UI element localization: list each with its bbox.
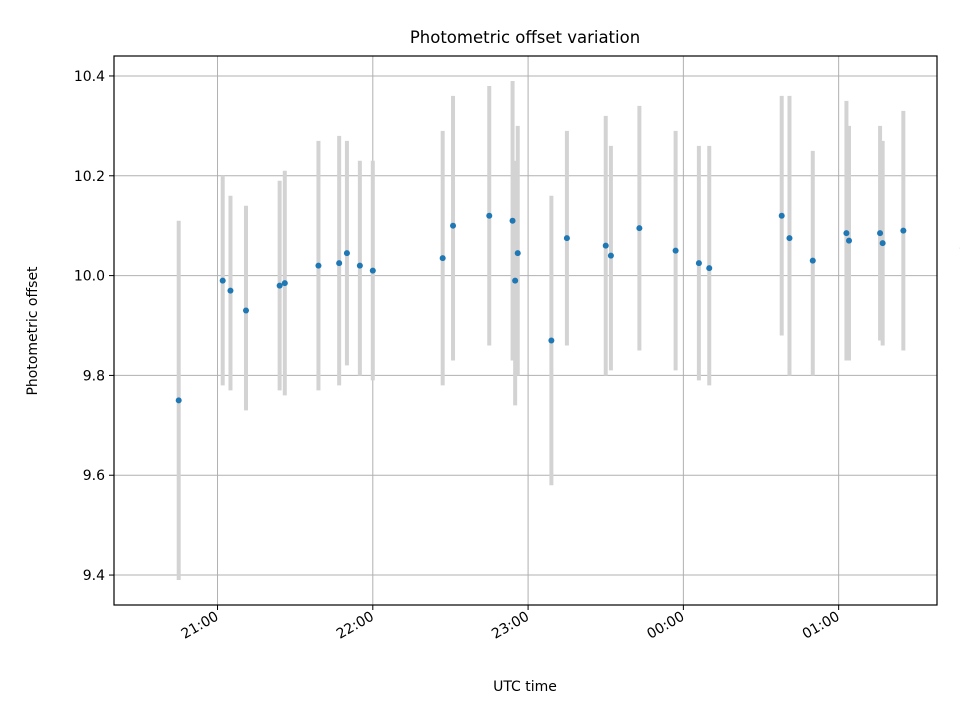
data-point [548,337,555,344]
data-point [242,307,249,314]
data-point [695,260,702,267]
chart-title: Photometric offset variation [410,28,640,47]
data-point [315,262,322,269]
data-point [809,257,816,264]
data-point [439,255,446,262]
y-axis-ticks: 9.4 9.6 9.8 10.0 10.2 10.4 [74,69,114,584]
y-tick-label: 10.0 [74,269,105,285]
y-axis-label: Photometric offset [25,266,41,396]
data-point [706,265,713,272]
y-tick-label: 9.8 [83,368,105,384]
y-tick-label: 9.6 [83,468,105,484]
data-point [778,212,785,219]
data-point [343,250,350,257]
data-point [281,280,288,287]
grid-lines [114,56,937,605]
y-tick-label: 10.2 [74,169,105,185]
y-tick-label: 9.4 [83,568,105,584]
data-point [786,235,793,242]
data-point [514,250,521,257]
data-point [672,247,679,254]
data-point [636,225,643,232]
data-points [175,212,960,404]
data-point [512,277,519,284]
data-point [276,282,283,289]
y-tick-label: 10.4 [74,69,105,85]
data-point [336,260,343,267]
data-point [175,397,182,404]
data-point [486,212,493,219]
plot-frame [113,55,938,606]
x-axis-label: UTC time [493,679,557,695]
data-point [877,230,884,237]
data-point [369,267,376,274]
data-point [900,227,907,234]
data-point [607,252,614,259]
data-point [563,235,570,242]
data-point [509,217,516,224]
data-point [219,277,226,284]
data-point [227,287,234,294]
data-point [879,240,886,247]
data-point [450,222,457,229]
data-point [846,237,853,244]
data-point [356,262,363,269]
data-point [843,230,850,237]
data-point [602,242,609,249]
